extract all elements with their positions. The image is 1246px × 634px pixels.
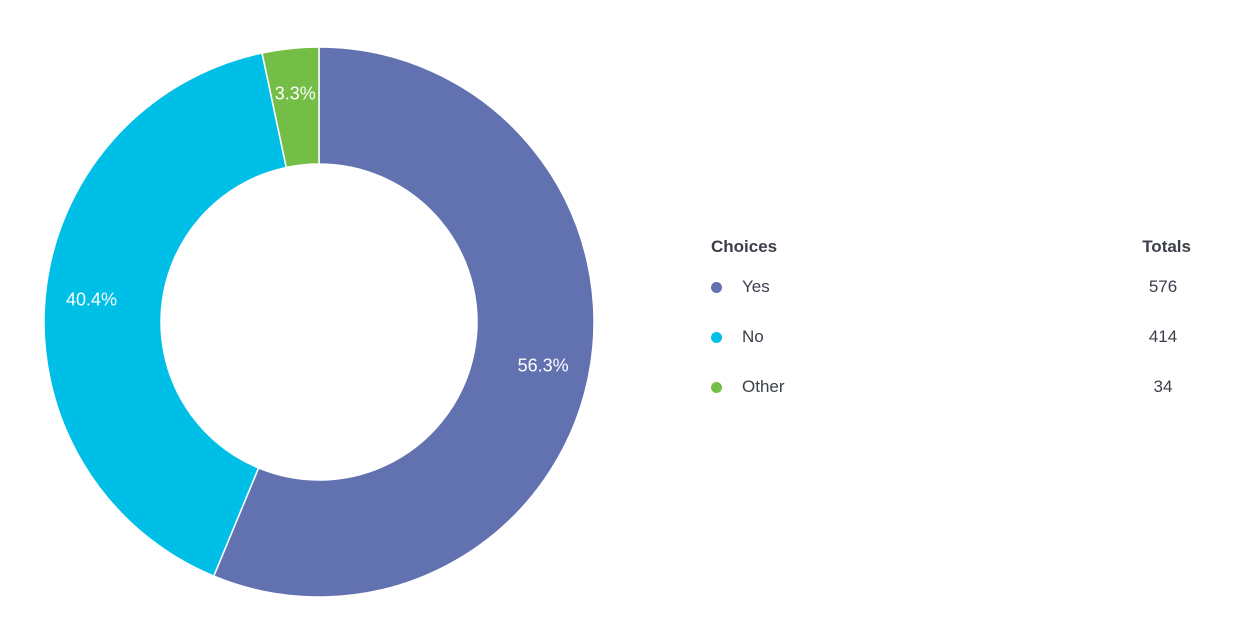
legend-dot-other <box>711 381 722 393</box>
slice-label-no: 40.4% <box>66 290 117 310</box>
legend-row-yes: Yes 576 <box>711 262 1191 312</box>
legend-total-yes: 576 <box>1148 277 1178 296</box>
legend-row-no: No 414 <box>711 312 1191 362</box>
slice-other <box>261 46 320 169</box>
legend-dot-no <box>711 331 722 343</box>
slice-label-other: 3.3% <box>275 83 316 103</box>
slice-yes <box>212 46 595 598</box>
donut-chart: 56.3% 40.4% 3.3% <box>43 46 595 598</box>
legend-header: Choices Totals <box>711 232 1191 262</box>
totals-header: Totals <box>1142 237 1191 256</box>
legend-total-no: 414 <box>1148 327 1178 346</box>
slice-no <box>43 52 288 578</box>
legend-label-other: Other <box>742 377 785 396</box>
legend-row-other: Other 34 <box>711 362 1191 412</box>
legend-total-other: 34 <box>1153 377 1173 396</box>
legend-dot-yes <box>711 281 722 293</box>
choices-header: Choices <box>711 237 778 256</box>
legend-label-no: No <box>742 327 764 346</box>
slice-label-yes: 56.3% <box>518 355 569 375</box>
legend-label-yes: Yes <box>742 277 770 296</box>
legend-table: Choices Totals Yes 576 No 414 Other 34 <box>711 232 1191 412</box>
